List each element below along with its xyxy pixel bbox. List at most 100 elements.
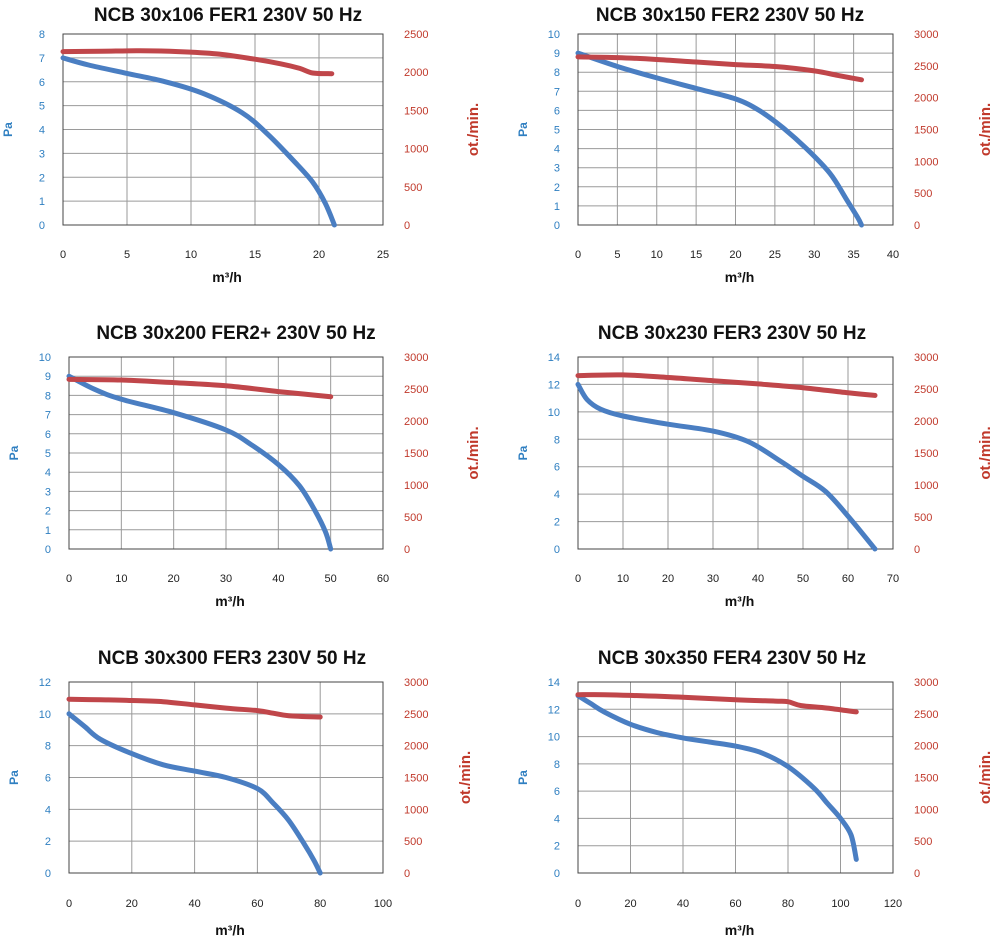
y-right-tick-label: 2000 <box>404 416 428 428</box>
speed-curve-line <box>575 692 859 715</box>
x-tick-label: 20 <box>313 249 325 261</box>
y-right-axis-label: ot./min. <box>465 426 482 479</box>
y-left-tick-label: 10 <box>39 709 51 721</box>
y-left-axis-label: Pa <box>516 770 530 785</box>
x-tick-label: 60 <box>729 898 741 910</box>
speed-curve-line <box>60 48 335 77</box>
x-axis-label: m³/h <box>215 922 245 938</box>
y-right-tick-label: 1500 <box>914 125 938 137</box>
x-tick-label: 80 <box>314 898 326 910</box>
y-left-tick-label: 7 <box>45 410 51 422</box>
y-left-tick-label: 9 <box>45 371 51 383</box>
x-tick-label: 20 <box>662 573 674 585</box>
y-left-tick-label: 6 <box>554 462 560 474</box>
x-tick-label: 0 <box>66 573 72 585</box>
y-left-tick-label: 2 <box>554 182 560 194</box>
y-right-tick-label: 3000 <box>404 677 428 689</box>
x-tick-label: 100 <box>374 898 392 910</box>
x-tick-label: 70 <box>887 573 899 585</box>
y-right-axis-label: ot./min. <box>457 751 474 804</box>
y-left-tick-label: 7 <box>554 86 560 98</box>
y-left-tick-label: 2 <box>554 517 560 529</box>
y-right-tick-label: 3000 <box>914 352 938 364</box>
y-left-axis-label: Pa <box>7 445 21 460</box>
y-left-tick-label: 6 <box>39 77 45 89</box>
y-left-tick-label: 2 <box>39 172 45 184</box>
y-left-tick-label: 4 <box>39 125 45 137</box>
plot-frame <box>62 33 384 226</box>
y-left-axis-label: Pa <box>7 770 21 785</box>
y-right-tick-label: 1000 <box>914 156 938 168</box>
plot-frame <box>577 33 894 226</box>
pressure-curve-line <box>575 693 859 862</box>
y-right-tick-label: 1500 <box>404 448 428 460</box>
x-axis-label: m³/h <box>215 593 245 609</box>
x-tick-label: 30 <box>707 573 719 585</box>
x-tick-label: 0 <box>575 573 581 585</box>
y-left-tick-label: 8 <box>554 759 560 771</box>
pressure-curve-line <box>66 373 334 552</box>
x-tick-label: 120 <box>884 898 902 910</box>
chart-title: NCB 30x106 FER1 230V 50 Hz <box>94 5 362 26</box>
y-left-tick-label: 4 <box>554 489 560 501</box>
y-left-tick-label: 5 <box>554 125 560 137</box>
y-right-tick-label: 1500 <box>404 105 428 117</box>
x-tick-label: 40 <box>272 573 284 585</box>
x-tick-label: 40 <box>677 898 689 910</box>
y-right-tick-label: 3000 <box>914 677 938 689</box>
chart-4: NCB 30x230 FER3 230V 50 Hz0 10 20 30 40 50 60 7… <box>516 323 994 609</box>
x-tick-label: 5 <box>124 249 130 261</box>
y-right-tick-label: 3000 <box>914 29 938 41</box>
x-tick-label: 20 <box>168 573 180 585</box>
plot-frame <box>577 356 894 550</box>
x-tick-label: 10 <box>185 249 197 261</box>
y-left-tick-label: 3 <box>39 148 45 160</box>
y-left-tick-label: 3 <box>45 486 51 498</box>
y-left-tick-label: 12 <box>548 704 560 716</box>
y-right-tick-label: 1000 <box>404 804 428 816</box>
chart-1: NCB 30x106 FER1 230V 50 Hz 0 5 10 15 20 25 0 1 2 3… <box>1 5 482 285</box>
y-right-tick-label: 0 <box>404 868 410 880</box>
y-left-tick-label: 6 <box>554 105 560 117</box>
x-tick-label: 15 <box>690 249 702 261</box>
x-tick-label: 15 <box>249 249 261 261</box>
chart-title: NCB 30x230 FER3 230V 50 Hz <box>598 323 866 344</box>
y-left-tick-label: 4 <box>45 804 51 816</box>
y-right-tick-label: 500 <box>404 836 422 848</box>
chart-title: NCB 30x200 FER2+ 230V 50 Hz <box>96 323 375 344</box>
speed-curve-line <box>66 696 323 720</box>
y-left-tick-label: 4 <box>554 813 560 825</box>
x-tick-label: 0 <box>575 898 581 910</box>
plot-frame <box>68 356 384 550</box>
y-right-tick-label: 2000 <box>914 741 938 753</box>
y-left-tick-label: 6 <box>554 786 560 798</box>
chart-title: NCB 30x300 FER3 230V 50 Hz <box>98 648 366 669</box>
y-right-tick-label: 2500 <box>404 384 428 396</box>
y-right-tick-label: 500 <box>914 512 932 524</box>
pressure-curve-line <box>575 381 878 552</box>
chart-3: NCB 30x200 FER2+ 230V 50 Hz0 10 20 30 40 50 60… <box>7 323 482 609</box>
y-left-tick-label: 0 <box>45 868 51 880</box>
y-left-tick-label: 4 <box>45 467 51 479</box>
chart-6: NCB 30x350 FER4 230V 50 Hz0 20 40 60 80 100 12… <box>516 648 994 938</box>
x-axis-label: m³/h <box>725 269 755 285</box>
y-left-tick-label: 0 <box>45 544 51 556</box>
y-left-tick-label: 0 <box>554 220 560 232</box>
x-tick-label: 50 <box>797 573 809 585</box>
x-tick-label: 40 <box>752 573 764 585</box>
y-left-tick-label: 5 <box>45 448 51 460</box>
x-tick-label: 25 <box>377 249 389 261</box>
y-left-tick-label: 3 <box>554 163 560 175</box>
y-left-tick-label: 8 <box>554 434 560 446</box>
y-left-tick-label: 1 <box>554 201 560 213</box>
x-tick-label: 25 <box>769 249 781 261</box>
x-tick-label: 20 <box>729 249 741 261</box>
y-left-tick-label: 8 <box>39 29 45 41</box>
y-left-tick-label: 8 <box>45 741 51 753</box>
y-right-tick-label: 0 <box>404 544 410 556</box>
x-tick-label: 50 <box>325 573 337 585</box>
y-left-axis-label: Pa <box>1 122 15 137</box>
y-right-tick-label: 2000 <box>404 67 428 79</box>
y-left-tick-label: 0 <box>554 544 560 556</box>
x-tick-label: 10 <box>651 249 663 261</box>
